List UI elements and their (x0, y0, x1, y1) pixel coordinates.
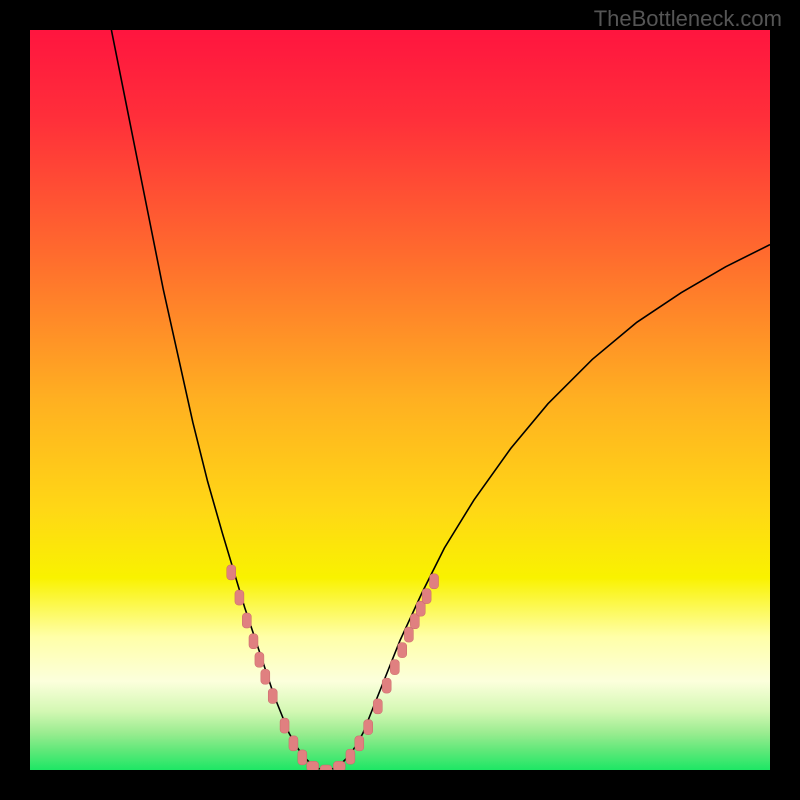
data-marker (298, 750, 307, 765)
data-marker (346, 749, 355, 764)
data-marker (373, 699, 382, 714)
data-marker (404, 627, 413, 642)
data-marker (289, 736, 298, 751)
data-marker (355, 736, 364, 751)
data-marker (261, 669, 270, 684)
chart-container: TheBottleneck.com (0, 0, 800, 800)
gradient-background (30, 30, 770, 770)
data-marker (235, 590, 244, 605)
watermark-text: TheBottleneck.com (594, 6, 782, 32)
data-marker (398, 643, 407, 658)
data-marker (227, 565, 236, 580)
data-marker (333, 761, 345, 770)
data-marker (390, 660, 399, 675)
data-marker (242, 613, 251, 628)
plot-area (30, 30, 770, 770)
data-marker (255, 652, 264, 667)
data-marker (422, 589, 431, 604)
data-marker (307, 761, 319, 770)
data-marker (280, 718, 289, 733)
data-marker (430, 574, 439, 589)
data-marker (320, 765, 332, 770)
bottleneck-chart (30, 30, 770, 770)
data-marker (268, 689, 277, 704)
data-marker (382, 678, 391, 693)
data-marker (249, 634, 258, 649)
data-marker (364, 720, 373, 735)
